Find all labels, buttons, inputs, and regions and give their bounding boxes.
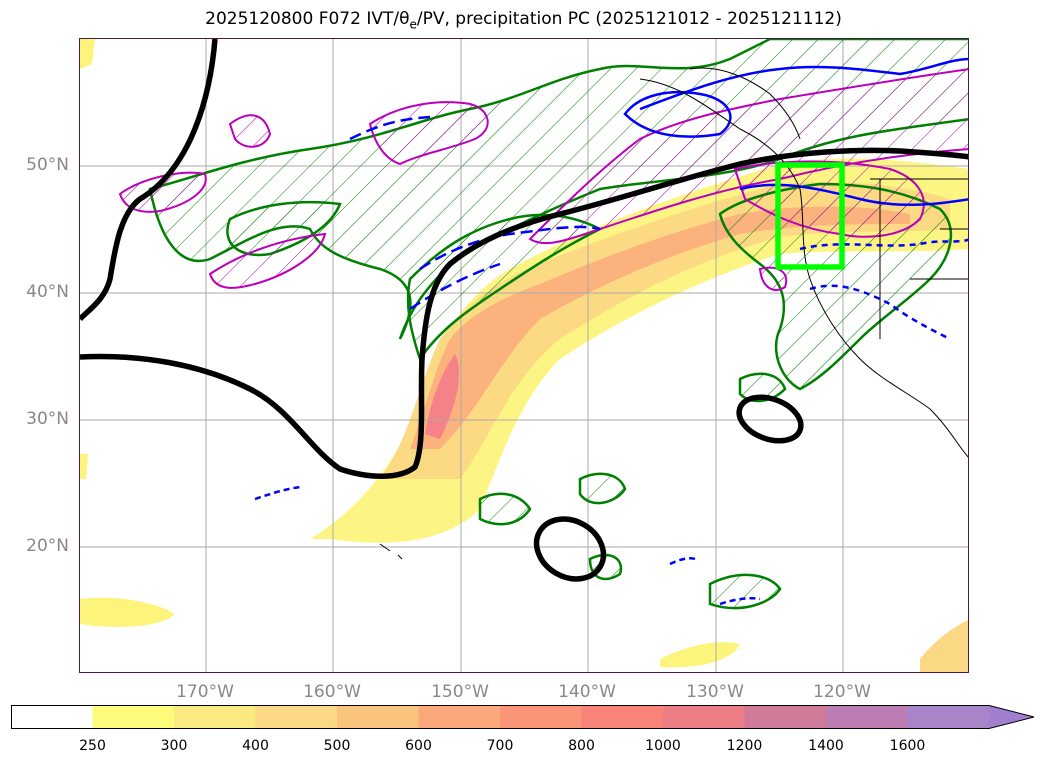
black-contour-ring-south xyxy=(533,516,607,582)
precip-ne xyxy=(528,68,968,245)
black-contour-west xyxy=(80,39,218,321)
ivt-patch-nw xyxy=(80,39,95,69)
lon-label-170w: 170°W xyxy=(176,682,234,702)
pv-dashed-5 xyxy=(799,238,968,251)
pv-dashed-7 xyxy=(719,596,761,606)
colorbar-segment xyxy=(744,705,827,729)
lon-label-150w: 150°W xyxy=(431,682,489,702)
precip-contours xyxy=(118,68,968,291)
black-contour-main xyxy=(80,147,968,479)
lat-label-20n: 20°N xyxy=(26,536,69,556)
title-subscript: e xyxy=(409,17,417,32)
colorbar-tick-label: 800 xyxy=(568,738,595,754)
coastlines xyxy=(379,67,968,560)
colorbar-extend-arrow xyxy=(989,705,1034,729)
colorbar-tick-label: 1000 xyxy=(645,738,681,754)
colorbar-tick-label: 600 xyxy=(405,738,432,754)
pv-dashed-8 xyxy=(669,556,696,566)
lat-label-30n: 30°N xyxy=(26,409,69,429)
ivt-patch-se xyxy=(920,620,968,672)
colorbar-outline xyxy=(11,705,1035,729)
pv-dashed-4 xyxy=(809,284,951,341)
target-region-box xyxy=(775,162,845,270)
lat-label-50n: 50°N xyxy=(26,155,69,175)
pv-dashed-1 xyxy=(419,225,601,271)
pv-dashed-2 xyxy=(409,262,501,311)
colorbar-segment xyxy=(826,705,908,729)
colorbar-segment xyxy=(581,705,664,729)
precip-n-2 xyxy=(368,101,489,166)
colorbar-tick-label: 500 xyxy=(323,738,351,754)
black-contours xyxy=(80,39,968,582)
theta-e-island-3 xyxy=(708,573,782,610)
hawaii xyxy=(379,543,403,560)
ivt-patch-sw xyxy=(80,597,175,627)
colorbar-segment xyxy=(907,705,990,729)
coastline-canada xyxy=(689,67,801,140)
pv-coast-solid xyxy=(739,183,968,206)
colorbar-segment xyxy=(174,705,256,729)
theta-e-island-1 xyxy=(478,492,532,526)
ivt-patch-w xyxy=(80,454,88,479)
colorbar-segment xyxy=(11,705,93,729)
colorbar-segment xyxy=(92,705,175,729)
pv-dashed-3 xyxy=(349,115,431,141)
colorbar-tick-label: 700 xyxy=(486,738,514,754)
precip-n-1 xyxy=(228,114,272,148)
colorbar-segment xyxy=(337,705,419,729)
colorbar-tick-label: 1400 xyxy=(808,738,844,754)
colorbar-tick-label: 1200 xyxy=(726,738,763,754)
precip-nw-2 xyxy=(208,232,327,289)
black-contour-ring-east xyxy=(736,394,804,444)
ivt-patch-s xyxy=(660,642,740,668)
theta-e-island-2 xyxy=(578,472,627,505)
pv-north-loop xyxy=(623,90,732,138)
colorbar-tick-label: 250 xyxy=(79,738,106,754)
lat-label-40n: 40°N xyxy=(26,282,69,302)
lon-label-160w: 160°W xyxy=(303,682,361,702)
colorbar-segment xyxy=(418,705,501,729)
map-panel xyxy=(79,38,969,673)
colorbar-segment xyxy=(663,705,745,729)
colorbar-segment xyxy=(255,705,338,729)
colorbar-tick-label: 1600 xyxy=(889,738,926,754)
coastline-north-america xyxy=(639,78,968,458)
map-canvas xyxy=(80,39,968,672)
precip-nw-1 xyxy=(118,171,207,213)
ivt-core xyxy=(425,354,460,439)
chart-title: 2025120800 F072 IVT/θe/PV, precipitation… xyxy=(205,9,842,32)
colorbar-tick-label: 300 xyxy=(160,738,188,754)
colorbar xyxy=(11,705,1035,729)
pv-north-solid xyxy=(639,57,968,111)
theta-e-mid-band xyxy=(406,213,603,362)
lon-label-140w: 140°W xyxy=(558,682,616,702)
lon-label-120w: 120°W xyxy=(813,682,871,702)
precip-coast xyxy=(733,160,925,238)
state-borders xyxy=(870,178,968,339)
pv-dashed-6 xyxy=(254,485,301,501)
colorbar-tick-label: 400 xyxy=(242,738,269,754)
colorbar-segment xyxy=(500,705,582,729)
precip-small xyxy=(758,266,788,291)
lon-label-130w: 130°W xyxy=(686,682,744,702)
theta-e-north-w xyxy=(226,200,342,257)
ivt-band-inner xyxy=(410,206,910,449)
pv-contours xyxy=(254,57,968,606)
